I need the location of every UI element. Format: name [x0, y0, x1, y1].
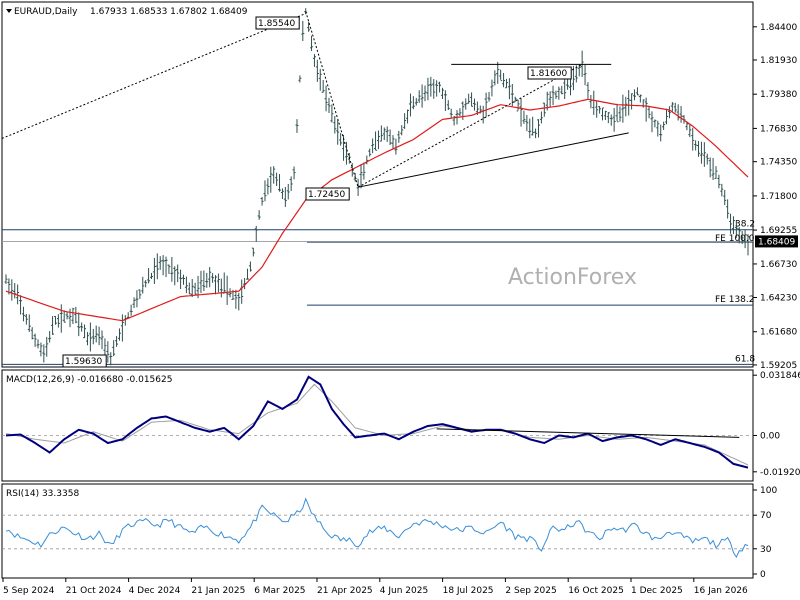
macd-axis: 0.031846 0.00 -0.019202: [753, 371, 800, 478]
dashed-swing-line: [305, 11, 359, 188]
symbol-label: EURAUD,Daily: [14, 7, 78, 17]
ohlc-label: 1.67933 1.68533 1.67802 1.68409: [90, 7, 248, 17]
price-tick-label: 1.84400: [760, 23, 797, 33]
time-axis: 5 Sep 2024 21 Oct 2024 4 Dec 2024 21 Jan 20…: [2, 578, 748, 596]
watermark: ActionForex: [508, 265, 637, 290]
macd-tick-label: 0.00: [760, 431, 780, 441]
time-tick-label: 1 Dec 2025: [631, 586, 683, 596]
mid-low-label-text: 1.72450: [308, 190, 345, 200]
dashed-projection-line: [1, 13, 306, 139]
time-tick-label: 5 Sep 2024: [3, 586, 55, 596]
macd-pane: MACD(12,26,9) -0.016680 -0.015625 0.0318…: [1, 369, 800, 482]
time-tick-label: 16 Oct 2025: [568, 586, 624, 596]
rsi-tick-label: 0: [760, 570, 766, 580]
price-tick-label: 1.74350: [760, 158, 797, 168]
time-tick-label: 6 Mar 2025: [254, 586, 305, 596]
price-marks: 1.85540 1.59630 1.72450 1.81600 38.2 FE 100.0…: [1, 8, 755, 368]
rsi-tick-label: 70: [760, 511, 772, 521]
high-label-box: [255, 16, 300, 30]
fe-100-label: FE 100.0: [715, 234, 755, 244]
time-tick-label: 16 Jan 2026: [694, 586, 748, 596]
time-tick-label: 18 Jul 2025: [443, 586, 494, 596]
time-tick-label: 4 Jun 2025: [380, 586, 428, 596]
price-tick-label: 1.59205: [760, 361, 797, 371]
price-axis: 1.84400 1.81930 1.79380 1.76830 1.74350 1.718…: [753, 23, 798, 371]
moving-average-line: [5, 98, 749, 322]
price-tick-label: 1.76830: [760, 124, 797, 134]
price-tick-label: 1.79380: [760, 90, 797, 100]
price-tick-label: 1.81930: [760, 56, 797, 66]
dashed-swing-line-2: [357, 63, 583, 188]
price-tick-label: 1.66730: [760, 260, 797, 270]
price-tick-label: 1.64230: [760, 293, 797, 303]
price-bars: [4, 8, 750, 366]
rsi-tick-label: 30: [760, 545, 772, 555]
rsi-tick-label: 100: [760, 486, 777, 496]
macd-tick-label: -0.019202: [760, 468, 800, 478]
high-label-text: 1.85540: [258, 19, 295, 29]
macd-trendline: [436, 428, 740, 438]
current-price-badge: [755, 235, 798, 248]
macd-main-line: [5, 375, 749, 469]
price-tick-label: 1.69255: [760, 226, 797, 236]
time-tick-label: 21 Jan 2025: [191, 586, 245, 596]
support-trendline: [357, 132, 629, 188]
rsi-pane-border: [1, 483, 754, 579]
fib-61-label: 61.8: [735, 354, 755, 364]
fe-138-label: FE 138.2: [715, 295, 755, 305]
current-price-label: 1.68409: [758, 237, 795, 247]
macd-marks: [2, 375, 753, 469]
macd-pane-border: [1, 369, 754, 482]
price-tick-label: 1.71800: [760, 192, 797, 202]
low-left-label: 1.59630: [62, 354, 107, 368]
fib-38-label: 38.2: [735, 220, 755, 230]
header-arrow-icon: [6, 9, 12, 13]
low-left-label-text: 1.59630: [65, 357, 102, 367]
macd-tick-label: 0.031846: [760, 371, 800, 381]
time-tick-label: 21 Apr 2025: [317, 586, 373, 596]
price-pane: 1.85540 1.59630 1.72450 1.81600 38.2 FE 100.0…: [1, 1, 798, 371]
mid-low-label-box: [305, 187, 350, 201]
low-left-label-box: [62, 354, 107, 368]
rsi-axis: 100 70 30 0: [753, 486, 777, 580]
time-tick-label: 2 Sep 2025: [505, 586, 556, 596]
rsi-line: [5, 497, 749, 559]
price-pane-border: [1, 1, 754, 368]
high-label: 1.85540: [255, 16, 300, 30]
price-tick-label: 1.61680: [760, 328, 797, 338]
upper-high-label: 1.81600: [527, 66, 572, 80]
time-tick-label: 21 Oct 2024: [66, 586, 122, 596]
upper-high-label-box: [527, 66, 572, 80]
macd-title: MACD(12,26,9) -0.016680 -0.015625: [6, 375, 172, 385]
time-tick-label: 4 Dec 2024: [129, 586, 181, 596]
rsi-title: RSI(14) 33.3358: [6, 489, 79, 499]
upper-high-label-text: 1.81600: [530, 69, 567, 79]
rsi-pane: RSI(14) 33.3358 100 70 30 0: [1, 483, 777, 580]
rsi-marks: [2, 497, 753, 559]
header-legend: EURAUD,Daily 1.67933 1.68533 1.67802 1.6…: [6, 7, 248, 17]
mid-low-label: 1.72450: [305, 187, 350, 201]
